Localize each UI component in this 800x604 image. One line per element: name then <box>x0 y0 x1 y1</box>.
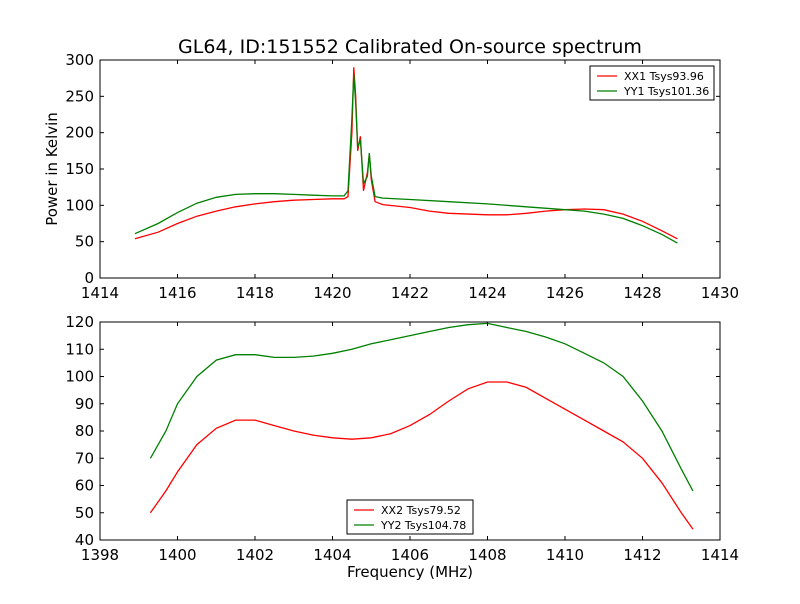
top-axes: 1414 1416 1418 1420 1422 1424 1426 1428 1430 0 50 1… <box>65 51 739 302</box>
x-tick-label: 1418 <box>236 284 274 302</box>
series-line-yy2 <box>149 322 694 492</box>
x-tick-label: 1424 <box>468 284 506 302</box>
x-tick-label: 1426 <box>546 284 584 302</box>
y-tick-label: 40 <box>75 531 94 549</box>
y-tick-label: 50 <box>75 504 94 522</box>
y-tick-label: 60 <box>75 477 94 495</box>
legend-entry: YY2 Tsys104.78 <box>380 519 466 532</box>
y-tick-label: 50 <box>75 233 94 251</box>
x-tick-label: 1398 <box>81 546 119 564</box>
x-axis-label: Frequency (MHz) <box>347 563 473 581</box>
y-tick-label: 200 <box>65 124 94 142</box>
y-tick-label: 0 <box>84 269 94 287</box>
series-line-yy1 <box>134 74 678 244</box>
x-tick-label: 1410 <box>546 546 584 564</box>
x-tick-label: 1414 <box>81 284 119 302</box>
legend-box <box>346 499 474 535</box>
y-tick-label: 70 <box>75 449 94 467</box>
x-tick-label: 1406 <box>391 546 429 564</box>
y-tick-label: 110 <box>65 340 94 358</box>
x-tick-label: 1416 <box>158 284 196 302</box>
legend: XX2 Tsys79.52 YY2 Tsys104.78 <box>346 499 474 535</box>
x-tick-label: 1404 <box>313 546 351 564</box>
legend-entry: YY1 Tsys101.36 <box>623 85 709 98</box>
series-line-xx2 <box>149 381 694 530</box>
x-tick-label: 1412 <box>623 546 661 564</box>
x-tick-label: 1420 <box>313 284 351 302</box>
y-tick-label: 100 <box>65 368 94 386</box>
y-tick-label: 250 <box>65 87 94 105</box>
chart-title: GL64, ID:151552 Calibrated On-source spe… <box>178 36 642 58</box>
x-tick-label: 1400 <box>158 546 196 564</box>
y-tick-label: 80 <box>75 422 94 440</box>
legend-entry: XX2 Tsys79.52 <box>381 504 461 517</box>
x-tick-label: 1402 <box>236 546 274 564</box>
legend-entry: XX1 Tsys93.96 <box>624 70 704 83</box>
bottom-axes: 1398 1400 1402 1404 1406 1408 1410 1412 1414 40 50… <box>65 313 739 564</box>
legend-box <box>589 65 715 101</box>
y-axis-label: Power in Kelvin <box>43 112 61 226</box>
x-tick-label: 1430 <box>701 284 739 302</box>
x-tick-label: 1408 <box>468 546 506 564</box>
x-tick-label: 1422 <box>391 284 429 302</box>
y-tick-label: 90 <box>75 395 94 413</box>
x-tick-label: 1414 <box>701 546 739 564</box>
y-tick-label: 150 <box>65 160 94 178</box>
x-tick-label: 1428 <box>623 284 661 302</box>
y-tick-label: 100 <box>65 196 94 214</box>
y-tick-label: 300 <box>65 51 94 69</box>
legend: XX1 Tsys93.96 YY1 Tsys101.36 <box>589 65 715 101</box>
y-tick-label: 120 <box>65 313 94 331</box>
